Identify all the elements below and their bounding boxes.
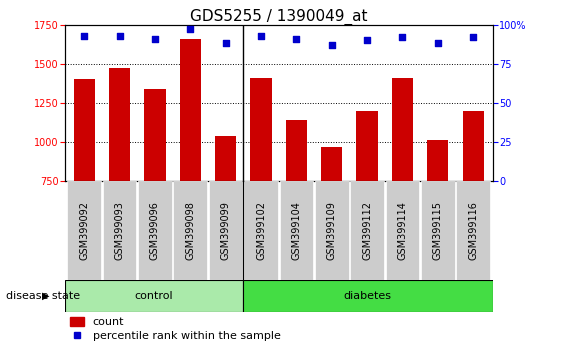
Text: ▶: ▶ xyxy=(42,291,50,301)
Bar xyxy=(243,280,493,312)
Bar xyxy=(356,111,378,297)
Bar xyxy=(180,39,201,297)
Bar xyxy=(244,181,278,280)
Bar xyxy=(286,120,307,297)
Text: GSM399098: GSM399098 xyxy=(185,201,195,259)
Bar xyxy=(68,181,101,280)
Text: control: control xyxy=(135,291,173,301)
Text: GSM399092: GSM399092 xyxy=(79,201,89,259)
Point xyxy=(115,33,124,39)
Text: GSM399104: GSM399104 xyxy=(292,201,301,259)
Point xyxy=(257,33,266,39)
Bar xyxy=(427,140,448,297)
Bar xyxy=(386,181,419,280)
Bar xyxy=(138,181,172,280)
Legend: count, percentile rank within the sample: count, percentile rank within the sample xyxy=(70,317,280,341)
Text: GSM399112: GSM399112 xyxy=(362,201,372,259)
Bar xyxy=(109,68,130,297)
Text: GSM399115: GSM399115 xyxy=(433,201,443,259)
Bar xyxy=(74,79,95,297)
Point xyxy=(150,36,159,42)
Point xyxy=(398,34,407,40)
Text: disease state: disease state xyxy=(6,291,80,301)
Bar xyxy=(173,181,207,280)
Text: diabetes: diabetes xyxy=(344,291,392,301)
Bar xyxy=(463,111,484,297)
Bar xyxy=(315,181,348,280)
Bar xyxy=(280,181,313,280)
Bar xyxy=(321,147,342,297)
Point xyxy=(434,41,443,46)
Text: GSM399093: GSM399093 xyxy=(114,201,124,259)
Bar xyxy=(215,136,236,297)
Point xyxy=(80,33,89,39)
Text: GSM399109: GSM399109 xyxy=(327,201,337,259)
Bar xyxy=(421,181,454,280)
Bar xyxy=(103,181,136,280)
Bar xyxy=(392,78,413,297)
Point xyxy=(468,34,477,40)
Point xyxy=(186,27,195,32)
Text: GSM399114: GSM399114 xyxy=(397,201,408,259)
Point xyxy=(221,41,230,46)
Title: GDS5255 / 1390049_at: GDS5255 / 1390049_at xyxy=(190,8,368,25)
Bar xyxy=(144,90,166,297)
Bar xyxy=(251,78,271,297)
Point xyxy=(363,38,372,43)
Bar xyxy=(457,181,490,280)
Point xyxy=(292,36,301,42)
Bar xyxy=(65,280,243,312)
Text: GSM399099: GSM399099 xyxy=(221,201,231,259)
Text: GSM399096: GSM399096 xyxy=(150,201,160,259)
Bar xyxy=(350,181,384,280)
Text: GSM399116: GSM399116 xyxy=(468,201,478,259)
Bar xyxy=(209,181,243,280)
Point xyxy=(327,42,336,48)
Text: GSM399102: GSM399102 xyxy=(256,201,266,259)
